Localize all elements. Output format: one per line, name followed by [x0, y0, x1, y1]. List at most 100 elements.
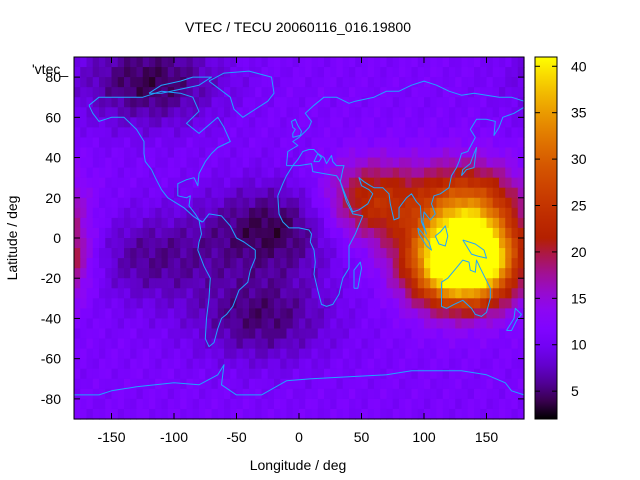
heatmap-cell [311, 97, 319, 108]
heatmap-cell [124, 117, 131, 128]
heatmap-cell [192, 308, 200, 320]
heatmap-cell [355, 358, 363, 370]
heatmap-cell [305, 187, 313, 199]
heatmap-cell [386, 117, 394, 128]
heatmap-cell [180, 117, 188, 128]
heatmap-cell [355, 77, 363, 88]
heatmap-cell [405, 298, 413, 309]
heatmap-cell [405, 197, 413, 209]
heatmap-cell [436, 348, 444, 360]
heatmap-cell [455, 388, 463, 400]
heatmap-cell [80, 217, 88, 229]
heatmap-cell [74, 137, 81, 149]
heatmap-cell [430, 177, 438, 189]
heatmap-cell [149, 57, 156, 68]
heatmap-cell [405, 167, 413, 179]
heatmap-cell [249, 117, 256, 128]
heatmap-cell [330, 107, 338, 118]
heatmap-cell [299, 157, 306, 169]
heatmap-cell [467, 217, 475, 229]
heatmap-cell [174, 288, 181, 299]
heatmap-cell [111, 167, 119, 179]
heatmap-cell [486, 77, 494, 88]
heatmap-cell [249, 107, 256, 118]
heatmap-cell [280, 328, 288, 340]
heatmap-cell [355, 368, 363, 380]
heatmap-cell [311, 328, 319, 340]
heatmap-cell [486, 217, 494, 229]
heatmap-cell [286, 408, 294, 420]
heatmap-cell [174, 57, 181, 68]
heatmap-cell [217, 177, 225, 189]
heatmap-cell [274, 368, 281, 380]
heatmap-cell [249, 348, 256, 360]
heatmap-cell [499, 207, 506, 219]
heatmap-cell [392, 338, 400, 350]
heatmap-cell [342, 57, 350, 68]
heatmap-cell [211, 87, 219, 98]
heatmap-cell [292, 288, 300, 299]
heatmap-cell [392, 288, 400, 299]
heatmap-cell [230, 258, 238, 269]
heatmap-cell [442, 398, 450, 410]
heatmap-cell [105, 368, 113, 380]
heatmap-cell [205, 187, 213, 199]
heatmap-cell [430, 167, 438, 179]
heatmap-cell [517, 227, 525, 239]
heatmap-cell [405, 258, 413, 269]
heatmap-cell [236, 308, 244, 320]
heatmap-cell [442, 278, 450, 289]
heatmap-cell [261, 147, 269, 159]
heatmap-cell [442, 177, 450, 189]
heatmap-cell [242, 87, 250, 98]
heatmap-cell [242, 308, 250, 320]
heatmap-cell [417, 408, 425, 420]
colorbar-tick-label: 35 [571, 105, 587, 121]
heatmap-cell [167, 328, 175, 340]
heatmap-cell [324, 167, 331, 179]
heatmap-cell [155, 298, 163, 309]
heatmap-cell [205, 67, 213, 78]
heatmap-cell [380, 197, 388, 209]
heatmap-cell [199, 398, 206, 410]
heatmap-cell [374, 177, 381, 189]
heatmap-cell [480, 117, 488, 128]
heatmap-cell [74, 358, 81, 370]
heatmap-cell [105, 348, 113, 360]
heatmap-cell [380, 77, 388, 88]
heatmap-cell [405, 107, 413, 118]
heatmap-cell [161, 187, 169, 199]
heatmap-cell [305, 258, 313, 269]
heatmap-cell [424, 378, 431, 390]
heatmap-cell [517, 298, 525, 309]
heatmap-cell [74, 197, 81, 209]
heatmap-cell [461, 348, 469, 360]
heatmap-cell [355, 167, 363, 179]
heatmap-cell [124, 137, 131, 149]
heatmap-cell [436, 358, 444, 370]
heatmap-cell [255, 187, 263, 199]
heatmap-cell [199, 227, 206, 239]
heatmap-cell [267, 378, 275, 390]
heatmap-cell [174, 388, 181, 400]
heatmap-cell [149, 77, 156, 88]
heatmap-cell [211, 348, 219, 360]
heatmap-cell [342, 388, 350, 400]
heatmap-cell [111, 278, 119, 289]
heatmap-cell [224, 298, 231, 309]
heatmap-cell [130, 177, 138, 189]
heatmap-cell [411, 238, 419, 249]
heatmap-cell [242, 358, 250, 370]
heatmap-cell [111, 67, 119, 78]
heatmap-cell [449, 127, 456, 139]
heatmap-cell [124, 167, 131, 179]
heatmap-cell [155, 57, 163, 68]
heatmap-cell [474, 57, 481, 68]
heatmap-cell [217, 67, 225, 78]
heatmap-cell [80, 248, 88, 259]
heatmap-cell [230, 167, 238, 179]
heatmap-cell [192, 338, 200, 350]
heatmap-cell [392, 147, 400, 159]
heatmap-cell [111, 207, 119, 219]
heatmap-cell [374, 388, 381, 400]
